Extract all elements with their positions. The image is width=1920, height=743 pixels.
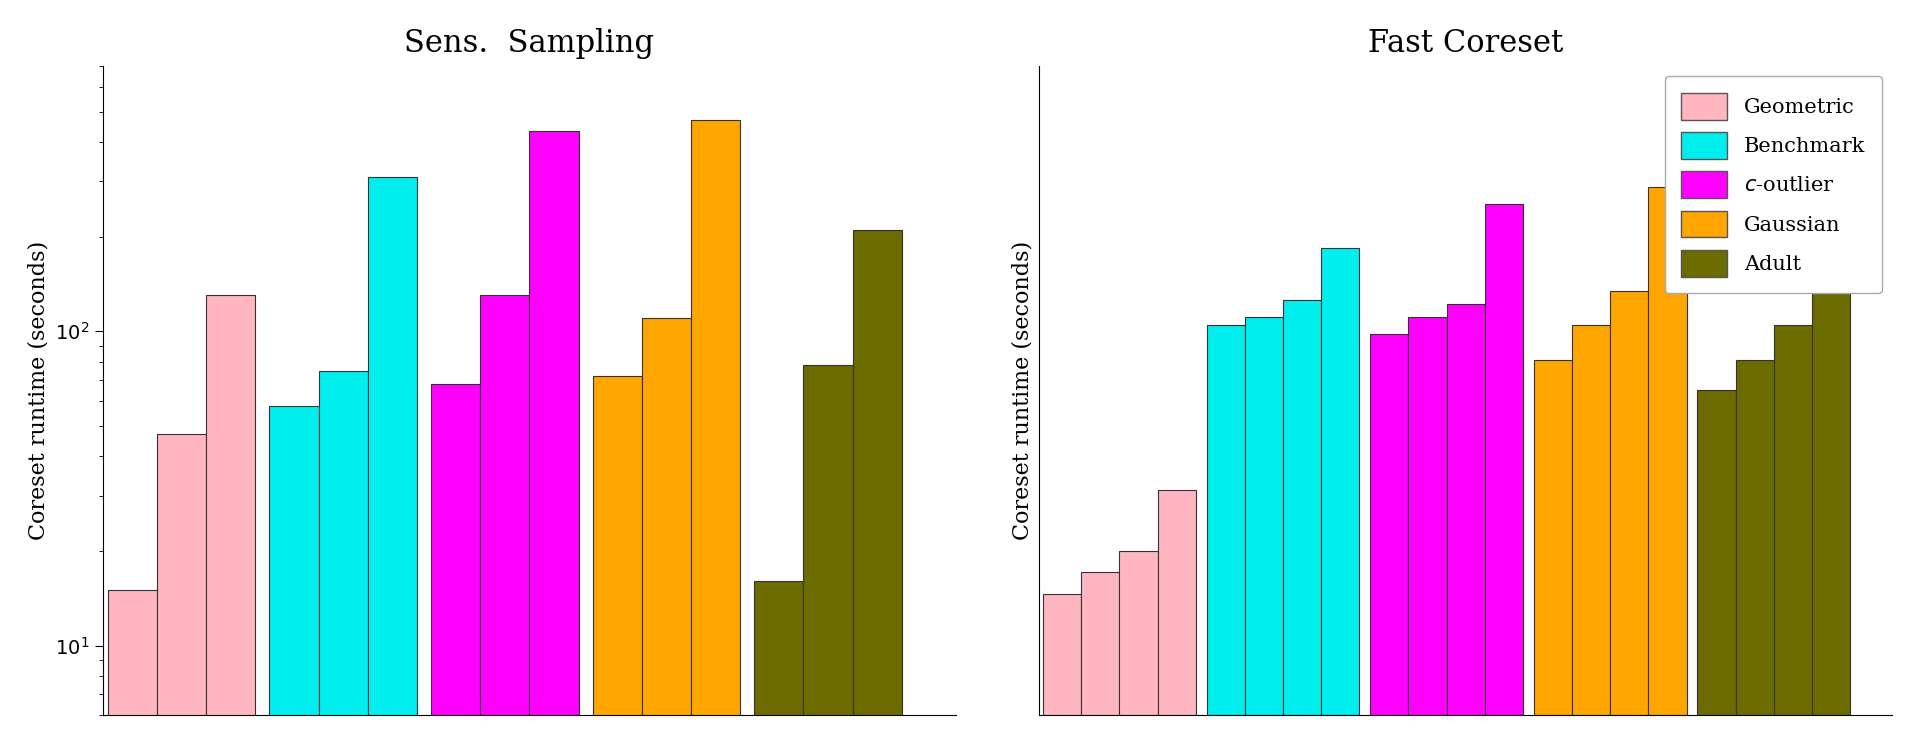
Bar	[1081, 572, 1119, 716]
Bar	[432, 384, 480, 743]
Bar	[1697, 390, 1736, 716]
Bar	[1611, 291, 1649, 716]
Bar	[755, 581, 803, 743]
Legend: Geometric, Benchmark, $c$-outlier, Gaussian, Adult: Geometric, Benchmark, $c$-outlier, Gauss…	[1665, 76, 1882, 293]
Bar	[1572, 325, 1611, 716]
Bar	[1484, 204, 1523, 716]
Bar	[1321, 247, 1359, 716]
Bar	[269, 406, 319, 743]
Bar	[108, 590, 157, 743]
Bar	[1812, 261, 1851, 716]
Bar	[803, 365, 852, 743]
Bar	[1371, 334, 1409, 716]
Bar	[1649, 187, 1686, 716]
Bar	[1244, 317, 1283, 716]
Bar	[480, 296, 530, 743]
Bar	[691, 120, 741, 743]
Bar	[530, 131, 578, 743]
Bar	[205, 296, 255, 743]
Bar	[1774, 325, 1812, 716]
Bar	[1409, 317, 1446, 716]
Bar	[157, 435, 205, 743]
Bar	[593, 376, 641, 743]
Title: Fast Coreset: Fast Coreset	[1369, 27, 1563, 59]
Title: Sens.  Sampling: Sens. Sampling	[405, 27, 655, 59]
Bar	[1119, 551, 1158, 716]
Y-axis label: Coreset runtime (seconds): Coreset runtime (seconds)	[1012, 241, 1033, 540]
Bar	[1534, 360, 1572, 716]
Bar	[852, 230, 902, 743]
Bar	[1043, 594, 1081, 716]
Bar	[1446, 304, 1484, 716]
Bar	[1206, 325, 1244, 716]
Bar	[1158, 490, 1196, 716]
Bar	[369, 177, 417, 743]
Bar	[641, 318, 691, 743]
Bar	[1736, 360, 1774, 716]
Bar	[319, 371, 369, 743]
Y-axis label: Coreset runtime (seconds): Coreset runtime (seconds)	[27, 241, 50, 540]
Bar	[1283, 299, 1321, 716]
